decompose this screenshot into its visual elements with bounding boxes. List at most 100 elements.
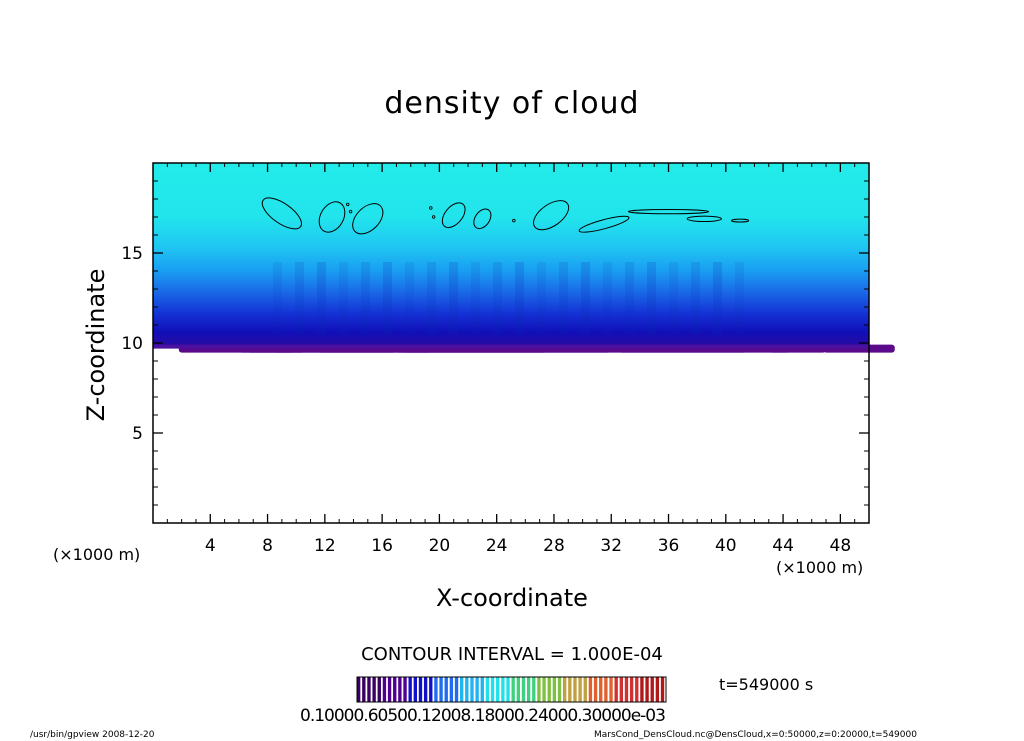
cloud-base-band	[153, 344, 869, 349]
colorbar-cell	[423, 677, 428, 702]
cloud-streak	[471, 262, 480, 334]
colorbar-cell	[604, 677, 608, 702]
contour-dot	[429, 206, 433, 210]
cloud-streak	[383, 262, 392, 334]
chart-title: density of cloud	[384, 86, 640, 121]
x-tick-label: 16	[371, 536, 393, 556]
cloud-streak	[405, 262, 414, 334]
cloud-streak	[273, 262, 282, 334]
cloud-streak	[515, 262, 524, 334]
contour-line	[686, 215, 723, 223]
x-tick-label: 36	[658, 536, 680, 556]
colorbar-cell	[593, 677, 598, 702]
colorbar-cell	[387, 677, 392, 702]
x-tick-label: 12	[314, 536, 336, 556]
y-axis-label: Z-coordinate	[82, 268, 110, 422]
colorbar-cell	[532, 677, 536, 702]
contour-line	[731, 218, 750, 223]
colorbar-cell	[614, 677, 618, 702]
colorbar-cell	[578, 677, 582, 702]
x-axis-unit-right: (×1000 m)	[776, 558, 864, 577]
colorbar-frame	[356, 676, 667, 703]
contour-interval: CONTOUR INTERVAL = 1.000E-04	[361, 644, 663, 665]
cloud-streak	[295, 262, 304, 334]
colorbar-cell	[552, 677, 557, 702]
contour-lines	[261, 197, 750, 235]
cloud-streak	[427, 262, 436, 334]
cloud-field	[153, 163, 869, 347]
footer-source: MarsCond_DensCloud.nc@DensCloud,x=0:5000…	[594, 730, 917, 740]
colorbar-cell	[568, 677, 572, 702]
colorbar-cell	[382, 677, 387, 702]
colorbar-cell	[439, 677, 443, 702]
colorbar-cell	[480, 677, 484, 702]
colorbar-cell	[640, 677, 644, 702]
contour-line	[473, 208, 492, 230]
cloud-streak	[317, 262, 326, 334]
colorbar-cell	[357, 677, 361, 702]
footer-program-date: /usr/bin/gpview 2008-12-20	[30, 730, 155, 740]
colorbar-cell	[475, 677, 479, 702]
colorbar-cell	[588, 677, 593, 702]
colorbar-cell	[372, 677, 376, 702]
colorbar-cell	[573, 677, 577, 702]
colorbar-cell	[650, 677, 654, 702]
colorbar-cell	[408, 677, 412, 702]
colorbar-cell	[537, 677, 541, 702]
cloud-streak	[735, 262, 744, 334]
colorbar-cell	[496, 677, 500, 702]
colorbar-cell	[429, 677, 433, 702]
x-tick-label: 40	[715, 536, 737, 556]
x-tick-label: 20	[429, 536, 451, 556]
time-label: t=549000 s	[719, 675, 814, 694]
colorbar-cell	[454, 677, 459, 702]
colorbar-cell	[362, 677, 366, 702]
x-tick-label: 44	[772, 536, 794, 556]
cloud-streak	[603, 262, 612, 334]
colorbar-cell	[660, 677, 665, 702]
x-tick-label: 4	[205, 536, 216, 556]
contour-line	[533, 200, 570, 231]
colorbar-cell	[470, 677, 474, 702]
x-axis-label: X-coordinate	[436, 584, 588, 612]
cloud-streak	[625, 262, 634, 334]
colorbar-cell	[599, 677, 603, 702]
contour-dot	[431, 215, 436, 219]
colorbar-cell	[490, 677, 495, 702]
colorbar-cell	[526, 677, 531, 702]
cloud-streak	[339, 262, 348, 334]
colorbar-cell	[418, 677, 423, 702]
colorbar-cell	[629, 677, 634, 702]
colorbar-cell	[624, 677, 629, 702]
contour-dot	[348, 209, 353, 214]
contour-line	[441, 202, 466, 229]
y-tick-label: 5	[132, 424, 143, 444]
contour-line	[318, 201, 346, 233]
cloud-streak	[493, 262, 502, 334]
colorbar-cell	[619, 677, 623, 702]
colorbar	[356, 676, 667, 703]
colorbar-cell	[501, 677, 505, 702]
contour-line	[578, 215, 630, 233]
cloud-streak	[691, 262, 700, 334]
contour-dot	[346, 202, 350, 207]
y-tick-label: 10	[121, 334, 143, 354]
cloud-streak	[647, 262, 656, 334]
colorbar-cell	[377, 677, 381, 702]
colorbar-cell	[413, 677, 417, 702]
cloud-streak	[581, 262, 590, 334]
contour-line	[627, 208, 710, 215]
x-tick-label: 48	[830, 536, 852, 556]
colorbar-cell	[506, 677, 510, 702]
contour-line	[352, 203, 384, 235]
colorbar-labels: 0.10000.60500.12008.18000.24000.30000e-0…	[300, 706, 666, 726]
colorbar-cell	[403, 677, 407, 702]
x-axis-unit-left: (×1000 m)	[53, 545, 141, 564]
colorbar-cell	[547, 677, 551, 702]
colorbar-cell	[460, 677, 464, 702]
cloud-streak	[669, 262, 678, 334]
x-tick-label: 32	[600, 536, 622, 556]
x-tick-label: 8	[262, 536, 273, 556]
colorbar-cell	[393, 677, 397, 702]
